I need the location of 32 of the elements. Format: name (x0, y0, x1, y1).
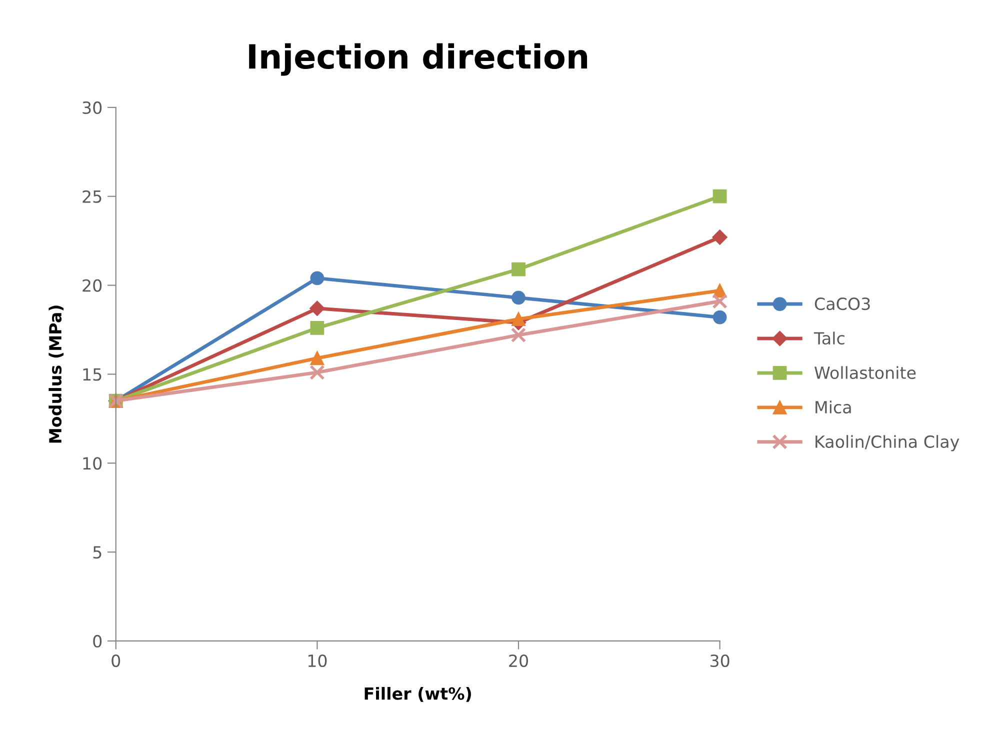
y-tick-label: 30 (82, 101, 102, 114)
legend-label: CaCO3 (814, 298, 870, 310)
point (310, 300, 325, 316)
point (712, 294, 728, 309)
legend-label: Talc (814, 332, 844, 345)
y-tick-label: 20 (82, 279, 102, 292)
x-tick-label: 30 (710, 654, 730, 668)
point (310, 364, 325, 380)
point (512, 262, 526, 276)
point (512, 290, 526, 305)
legend-label: Mica (816, 400, 851, 414)
x-tick-label: 0 (112, 654, 120, 668)
x-axis-title: Filler (wt%) (364, 686, 471, 702)
y-tick-label: 25 (82, 190, 102, 203)
point (712, 189, 727, 204)
point (310, 351, 324, 366)
y-tick-label: 0 (93, 634, 102, 648)
point (310, 271, 324, 286)
x-tick-label: 20 (509, 654, 528, 668)
x-tick-label: 10 (308, 654, 327, 668)
point (512, 312, 526, 326)
y-axis-title: Modulus (MPa) (48, 306, 64, 443)
point (510, 327, 526, 343)
legend-label: Wollastonite (814, 366, 916, 380)
y-tick-label: 5 (93, 546, 102, 559)
point (712, 310, 727, 324)
y-tick-label: 10 (83, 457, 102, 470)
legend-label: Kaolin/China Clay (816, 435, 960, 452)
chart-title: Injection direction (249, 43, 588, 76)
point (712, 230, 728, 245)
point (310, 321, 324, 335)
y-tick-label: 15 (83, 368, 102, 381)
